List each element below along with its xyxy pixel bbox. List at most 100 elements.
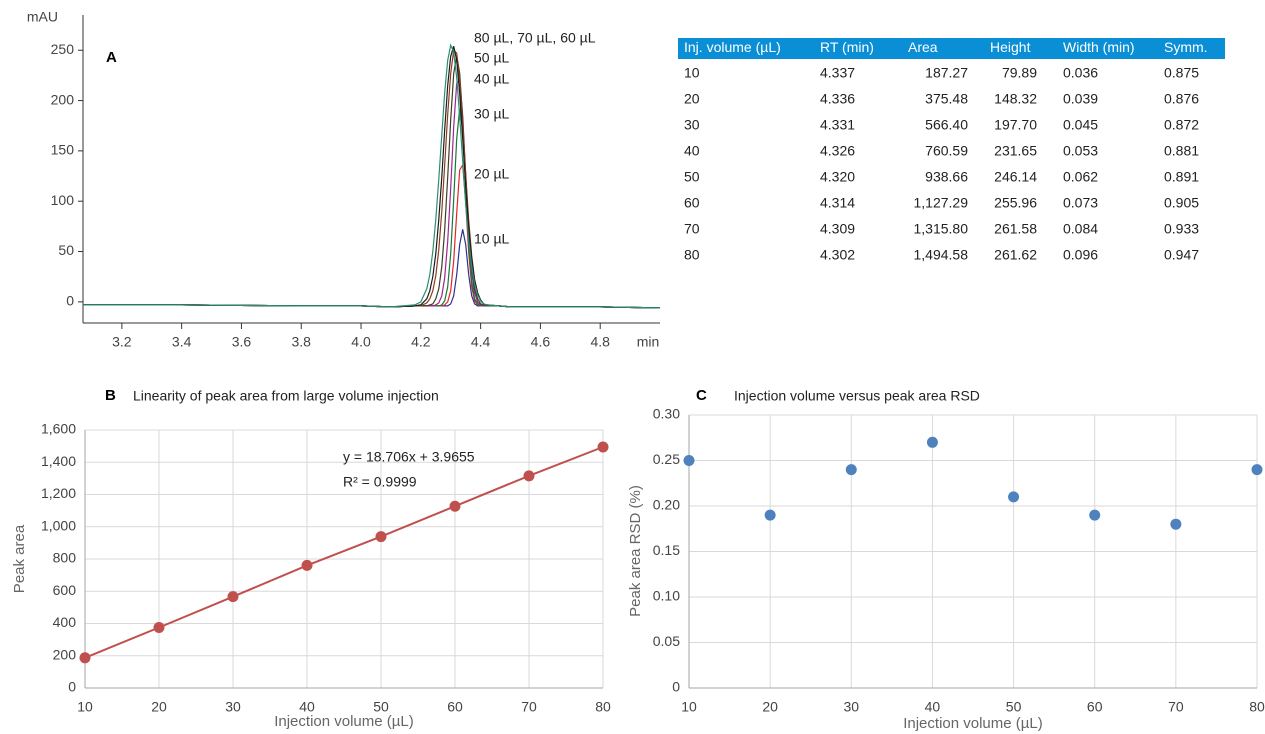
point	[449, 500, 461, 512]
x-tick-label: 40	[925, 699, 941, 715]
table-cell: 30	[684, 117, 700, 133]
trace	[83, 229, 661, 309]
y-tick-label: 50	[58, 242, 74, 258]
table-cell: 0.933	[1164, 221, 1199, 237]
point	[153, 621, 165, 633]
table-cell: 261.58	[994, 221, 1037, 237]
y-tick-label: 0.15	[653, 542, 680, 558]
table-cell: 4.320	[820, 169, 855, 185]
table-header-bg	[678, 38, 1225, 59]
table-cell: 10	[684, 65, 700, 81]
table-cell: 0.875	[1164, 65, 1199, 81]
y-axis-label: Peak area RSD (%)	[627, 485, 644, 617]
point	[597, 441, 609, 453]
point	[683, 455, 695, 466]
x-tick-label: 30	[843, 699, 859, 715]
table-cell: 4.337	[820, 65, 855, 81]
point	[301, 559, 313, 571]
x-tick-label: 70	[1168, 699, 1184, 715]
annotation: y = 18.706x + 3.9655	[343, 449, 475, 465]
x-tick-label: 3.2	[112, 334, 132, 350]
x-tick-label: 20	[151, 699, 167, 715]
point	[764, 509, 776, 521]
y-tick-label: 600	[53, 582, 77, 598]
y-tick-label: 1,600	[41, 421, 76, 437]
y-tick-label: 800	[53, 550, 77, 566]
y-tick-label: 0	[672, 679, 680, 695]
x-tick-label: 50	[373, 699, 389, 715]
point	[375, 531, 387, 543]
table-cell: 0.062	[1063, 169, 1098, 185]
table-header: Height	[990, 39, 1031, 55]
panel-label: C	[696, 387, 707, 404]
table-cell: 0.036	[1063, 65, 1098, 81]
chart-title: Injection volume versus peak area RSD	[734, 388, 980, 404]
table-cell: 1,315.80	[914, 221, 969, 237]
table-cell: 0.905	[1164, 195, 1199, 211]
panel-label: A	[106, 49, 117, 66]
table-cell: 0.073	[1063, 195, 1098, 211]
trace	[83, 163, 661, 309]
x-tick-label: 4.4	[471, 334, 491, 350]
trace	[83, 43, 661, 309]
trace	[83, 77, 661, 309]
table-cell: 4.314	[820, 195, 855, 211]
table-cell: 0.039	[1063, 91, 1098, 107]
table-cell: 148.32	[994, 91, 1037, 107]
annotation: 20 µL	[474, 166, 510, 182]
panel-label: B	[105, 387, 116, 404]
x-tick-label: 70	[521, 699, 537, 715]
table-cell: 197.70	[994, 117, 1037, 133]
table-cell: 760.59	[925, 143, 968, 159]
table-cell: 79.89	[1002, 65, 1037, 81]
y-tick-label: 0	[66, 293, 74, 309]
chart-title: Linearity of peak area from large volume…	[133, 388, 439, 404]
annotation: 30 µL	[474, 106, 510, 122]
table-cell: 261.62	[994, 247, 1037, 263]
table-cell: 50	[684, 169, 700, 185]
point	[523, 470, 535, 482]
table-cell: 4.336	[820, 91, 855, 107]
table-cell: 70	[684, 221, 700, 237]
table-cell: 566.40	[925, 117, 968, 133]
x-tick-label: 4.0	[351, 334, 371, 350]
table-cell: 4.309	[820, 221, 855, 237]
table-cell: 0.876	[1164, 91, 1199, 107]
y-tick-label: 0.20	[653, 497, 680, 513]
x-tick-label: 3.6	[232, 334, 252, 350]
table-cell: 60	[684, 195, 700, 211]
y-axis-label: mAU	[27, 9, 58, 25]
y-tick-label: 100	[51, 192, 75, 208]
y-tick-label: 200	[53, 646, 77, 662]
point	[227, 591, 239, 603]
x-tick-label: 3.4	[172, 334, 192, 350]
table-cell: 246.14	[994, 169, 1037, 185]
point	[926, 436, 938, 448]
table-header: Width (min)	[1063, 39, 1135, 55]
table-cell: 4.331	[820, 117, 855, 133]
y-tick-label: 0.30	[653, 406, 680, 422]
table-cell: 80	[684, 247, 700, 263]
table-cell: 0.891	[1164, 169, 1199, 185]
table-header: Area	[908, 39, 938, 55]
x-axis-label: min	[637, 334, 660, 350]
table-cell: 938.66	[925, 169, 968, 185]
y-tick-label: 0	[68, 679, 76, 695]
table-cell: 1,127.29	[914, 195, 969, 211]
y-tick-label: 1,000	[41, 517, 76, 533]
x-tick-label: 60	[1087, 699, 1103, 715]
x-tick-label: 10	[681, 699, 697, 715]
point	[1251, 464, 1263, 476]
table-cell: 0.053	[1063, 143, 1098, 159]
y-tick-label: 1,400	[41, 453, 76, 469]
table-header: Inj. volume (µL)	[684, 39, 781, 55]
y-tick-label: 150	[51, 142, 75, 158]
x-tick-label: 50	[1006, 699, 1022, 715]
x-tick-label: 3.8	[292, 334, 312, 350]
annotation: 50 µL	[474, 50, 510, 66]
table-cell: 20	[684, 91, 700, 107]
table-cell: 40	[684, 143, 700, 159]
table-cell: 187.27	[925, 65, 968, 81]
y-tick-label: 250	[51, 41, 75, 57]
